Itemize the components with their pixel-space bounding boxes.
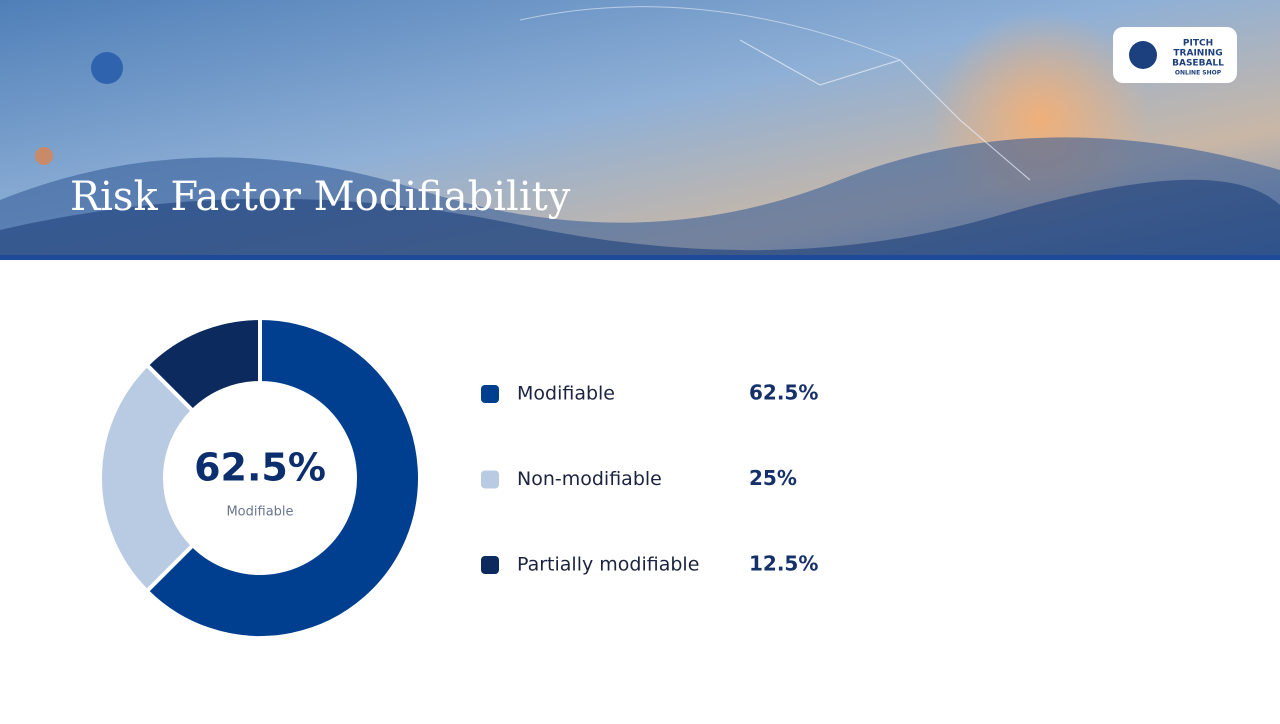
legend-swatch: [481, 556, 499, 574]
donut-slice: [144, 315, 262, 414]
logo-text: BASEBALL: [1172, 59, 1224, 69]
legend-value: 25%: [749, 466, 797, 490]
center-value: 62.5%: [194, 446, 326, 490]
center-label: Modifiable: [226, 505, 293, 520]
legend-label: Modifiable: [517, 383, 615, 405]
legend-label: Non-modifiable: [517, 468, 662, 490]
legend-label: Partially modifiable: [517, 554, 699, 576]
banner: Risk Factor Modifiability: [0, 0, 1280, 260]
legend-value: 62.5%: [749, 381, 818, 405]
logo-text: PITCH: [1183, 39, 1213, 49]
donut-slice: [144, 315, 422, 640]
slide-title: Risk Factor Modifiability: [70, 174, 571, 220]
legend-value: 12.5%: [749, 552, 818, 576]
legend-swatch: [481, 470, 499, 489]
logo-text: ONLINE SHOP: [1175, 70, 1222, 77]
logo-text: TRAINING: [1173, 49, 1222, 59]
donut-slice: [98, 362, 196, 594]
legend-swatch: [481, 385, 499, 403]
donut-chart: 62.5% Modifiable: [98, 315, 422, 640]
legend: Modifiable 62.5% Non-modifiable 25% Partiall…: [481, 381, 818, 576]
